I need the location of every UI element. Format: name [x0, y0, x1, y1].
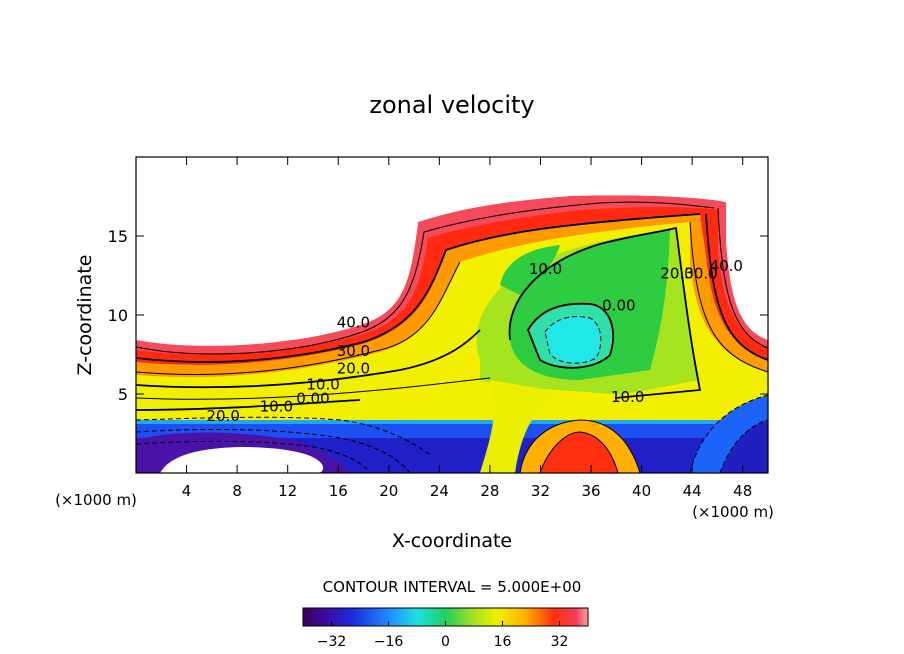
x-tick-label: 20	[379, 482, 398, 500]
colorbar-tick-label: −16	[374, 634, 404, 650]
y-tick-label: 5	[118, 385, 128, 404]
colorbar-ticks: −32 −16 0 16 32	[317, 621, 569, 650]
contour-label: 10.0	[306, 375, 339, 393]
x-tick-label: 48	[733, 482, 752, 500]
velocity-field	[136, 157, 768, 473]
contour-lines	[136, 201, 768, 473]
contour-label: 10.0	[611, 388, 644, 406]
lower-yellow	[480, 380, 560, 473]
x-axis-label: X-coordinate	[392, 530, 512, 552]
contour-label: 30.0	[337, 342, 370, 360]
interior-green-2	[500, 245, 560, 295]
x-tick-label: 8	[232, 482, 242, 500]
contour-label: 20.0	[660, 265, 693, 283]
x-tick-label: 44	[683, 482, 702, 500]
x-tick-label: 4	[182, 482, 192, 500]
x-tick-label: 36	[581, 482, 600, 500]
contour-label: 40.0	[337, 314, 370, 332]
x-tick-label: 12	[278, 482, 297, 500]
colorbar-tick-label: 32	[551, 634, 569, 650]
y-axis-label: Z-coordinate	[74, 255, 96, 376]
contour-labels: 40.030.020.010.00.0010.020.010.00.0010.0…	[207, 257, 743, 425]
contour-label: 10.0	[260, 397, 293, 415]
chart-title: zonal velocity	[369, 91, 534, 119]
contour-label: 20.0	[207, 407, 240, 425]
contour-label: 10.0	[529, 260, 562, 278]
upper-empty	[136, 157, 768, 346]
x-unit-right: (×1000 m)	[692, 503, 774, 521]
contour-interval: CONTOUR INTERVAL = 5.000E+00	[323, 578, 582, 596]
x-tick-label: 16	[329, 482, 348, 500]
x-tick-label: 28	[480, 482, 499, 500]
contour-label: 30.0	[684, 265, 717, 283]
contour-label: 0.00	[296, 389, 329, 407]
x-tick-label: 40	[632, 482, 651, 500]
colorbar-tick-label: −32	[317, 634, 347, 650]
interior-cyan	[545, 316, 601, 364]
x-tick-label: 24	[430, 482, 449, 500]
left-gap-white	[160, 447, 324, 473]
right-deep-blue	[720, 420, 768, 473]
colorbar-tick-label: 16	[494, 634, 512, 650]
colorbar-tick-label: 0	[441, 634, 450, 650]
y-tick-label: 15	[108, 227, 128, 246]
x-tick-label: 32	[531, 482, 550, 500]
x-unit-left: (×1000 m)	[55, 491, 137, 509]
contour-label: 0.00	[602, 296, 635, 314]
y-tick-label: 10	[108, 306, 128, 325]
contour-label: 20.0	[337, 359, 370, 377]
contour-label: 40.0	[710, 257, 743, 275]
